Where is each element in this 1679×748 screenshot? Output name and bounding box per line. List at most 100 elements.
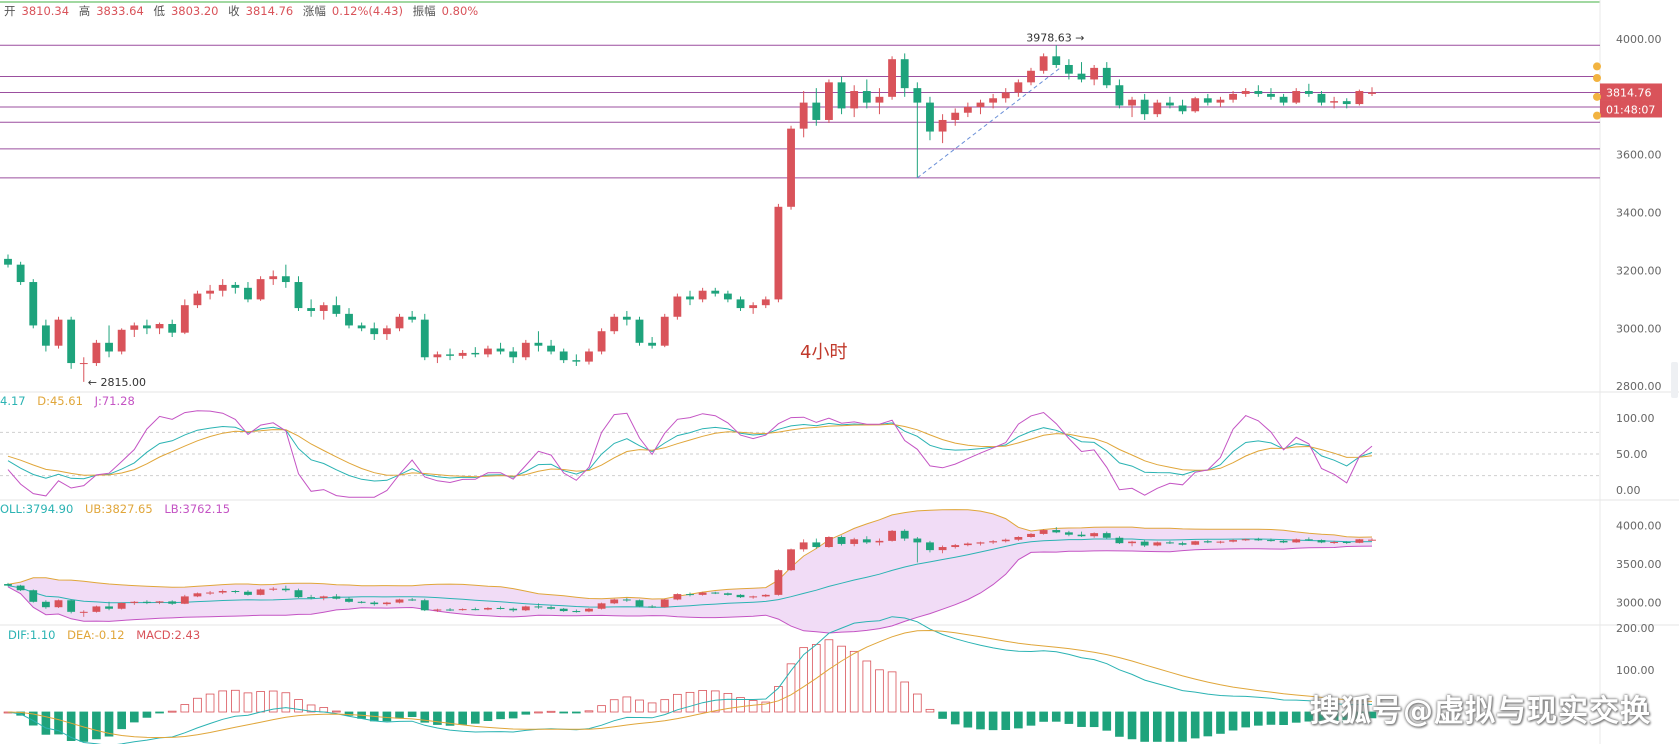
macd-histogram-bar xyxy=(1115,711,1124,737)
candle-body xyxy=(294,282,303,309)
boll-candle-body xyxy=(1064,532,1073,535)
boll-ub-label: UB:3827.65 xyxy=(84,502,153,516)
macd-histogram-bar xyxy=(1026,711,1036,726)
macd-histogram-bar xyxy=(407,711,417,718)
boll-candle-body xyxy=(1039,530,1048,534)
boll-candle-body xyxy=(471,609,480,611)
candle-body xyxy=(1166,102,1174,106)
boll-upper-line xyxy=(7,509,1373,600)
candle-body xyxy=(370,328,379,335)
candle-body xyxy=(1001,92,1010,99)
candle-body xyxy=(16,264,25,283)
candle-body xyxy=(585,351,593,362)
candle-body xyxy=(4,258,12,265)
boll-candle-body xyxy=(29,590,38,602)
candle-body xyxy=(168,323,177,333)
candle-body xyxy=(1203,98,1212,103)
boll-candle-body xyxy=(357,601,366,603)
macd-histogram-bar xyxy=(1127,711,1137,740)
boll-lb-label: LB:3762.15 xyxy=(164,502,231,516)
candle-body xyxy=(206,290,214,294)
boll-candle-body xyxy=(686,594,694,596)
boll-lower-line xyxy=(7,545,1373,634)
macd-histogram-bar xyxy=(1317,711,1326,723)
boll-candle-body xyxy=(622,599,631,601)
ohlc-header: 开 3810.34 高 3833.64 低 3803.20 收 3814.76 涨幅 0.… xyxy=(4,3,484,19)
boll-candle-body xyxy=(446,609,454,611)
boll-candle-body xyxy=(1292,539,1301,543)
boll-candle-body xyxy=(1052,530,1061,533)
kdj-legend: 4.17 D:45.61 J:71.28 xyxy=(0,394,143,408)
candle-body xyxy=(143,325,151,329)
macd-histogram-bar xyxy=(268,690,278,713)
macd-histogram-bar xyxy=(433,711,442,725)
macd-histogram-bar xyxy=(470,711,480,724)
candle-body xyxy=(1090,67,1099,80)
macd-histogram-bar xyxy=(231,689,240,713)
price-axis-tick: 3200.00 xyxy=(1616,264,1662,277)
macd-histogram-bar xyxy=(281,692,291,713)
boll-candle-body xyxy=(269,588,278,590)
candle-body xyxy=(67,319,76,364)
boll-candle-body xyxy=(16,585,25,591)
candle-body xyxy=(597,331,606,352)
boll-candle-body xyxy=(1140,541,1149,546)
boll-candle-body xyxy=(976,542,985,544)
alert-marker-icon[interactable] xyxy=(1593,92,1601,101)
current-price-text: 3814.76 xyxy=(1606,86,1652,99)
macd-histogram-bar xyxy=(458,711,467,725)
boll-candle-body xyxy=(130,601,139,603)
boll-candle-body xyxy=(143,601,151,603)
boll-candle-body xyxy=(1267,540,1275,542)
candle-body xyxy=(1191,98,1200,112)
candle-body xyxy=(155,323,164,329)
macd-histogram-bar xyxy=(950,711,960,725)
macd-histogram-bar xyxy=(1001,711,1011,730)
macd-histogram-bar xyxy=(837,645,846,713)
kdj-k-line xyxy=(7,422,1373,482)
candle-body xyxy=(559,351,568,361)
boll-candle-body xyxy=(244,591,252,595)
candle-body xyxy=(1027,70,1035,83)
candle-body xyxy=(1216,99,1225,103)
candle-body xyxy=(1039,56,1048,71)
boll-candle-body xyxy=(1102,533,1111,538)
watermark: 搜狐号@虚拟与现实交换 xyxy=(1310,694,1651,729)
kdj-axis-tick: 100.00 xyxy=(1616,412,1655,425)
boll-candle-body xyxy=(281,588,290,591)
candle-body xyxy=(218,284,227,291)
macd-histogram-bar xyxy=(1254,711,1263,726)
macd-histogram-bar xyxy=(1355,711,1364,720)
macd-histogram-bar xyxy=(1241,711,1251,728)
side-panel-handle[interactable] xyxy=(1671,362,1678,398)
macd-histogram-bar xyxy=(938,711,947,719)
macd-histogram-bar xyxy=(294,699,303,713)
macd-value-label: MACD:2.43 xyxy=(136,628,201,642)
candle-body xyxy=(395,316,404,329)
candle-body xyxy=(749,305,758,309)
candle-body xyxy=(635,319,644,343)
boll-candle-body xyxy=(1355,539,1364,543)
boll-candle-body xyxy=(1027,533,1035,537)
macd-histogram-bar xyxy=(913,693,922,713)
kdj-d-label: D:45.61 xyxy=(37,394,83,408)
low-label: 低 xyxy=(153,4,165,18)
candle-body xyxy=(345,313,353,326)
candle-body xyxy=(1014,82,1023,93)
candle-body xyxy=(837,82,846,109)
boll-candle-body xyxy=(635,600,644,607)
macd-histogram-bar xyxy=(862,660,872,713)
macd-histogram-bar xyxy=(205,693,215,713)
macd-histogram-bar xyxy=(1329,711,1339,723)
macd-histogram-bar xyxy=(900,681,910,713)
macd-histogram-bar xyxy=(799,647,808,713)
candle-body xyxy=(1115,85,1124,106)
countdown-text: 01:48:07 xyxy=(1606,103,1655,116)
alert-marker-icon[interactable] xyxy=(1593,111,1601,120)
alert-marker-icon[interactable] xyxy=(1593,62,1601,71)
macd-histogram-bar xyxy=(1228,711,1238,731)
alert-marker-icon[interactable] xyxy=(1593,74,1601,83)
macd-histogram-bar xyxy=(496,711,505,720)
